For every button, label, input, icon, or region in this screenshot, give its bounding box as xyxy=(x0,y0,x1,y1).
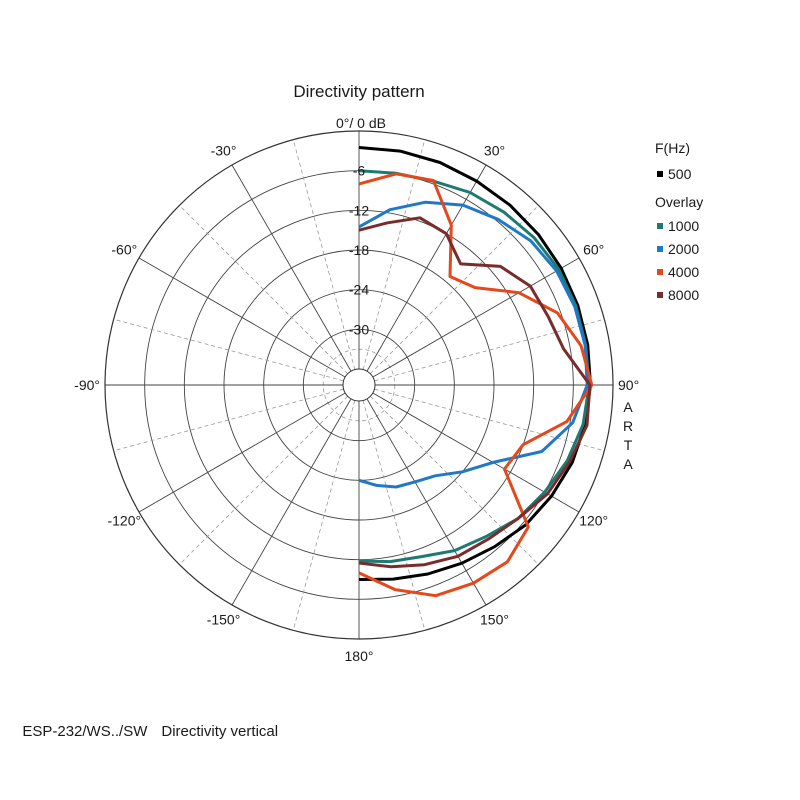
legend-swatch-4000 xyxy=(657,269,663,275)
radial-tick-label: -18 xyxy=(349,242,369,258)
angle-tick-label: 30° xyxy=(484,142,505,158)
legend-entry-1000: 1000 xyxy=(668,218,699,234)
grid-spoke xyxy=(231,398,352,606)
series-layer xyxy=(358,146,594,598)
radial-tick-labels: -6 -12 -18 -24 -30 xyxy=(349,163,369,338)
series-line-4000 xyxy=(358,172,594,598)
grid-spoke-minor xyxy=(362,400,426,631)
legend-overlay-header: Overlay xyxy=(655,194,703,210)
figure-caption: ESP-232/WS../SW Directivity vertical xyxy=(14,706,292,740)
angle-tick-label: 180° xyxy=(345,648,374,664)
series-line-500 xyxy=(358,146,592,581)
grid-spoke xyxy=(366,398,487,606)
grid-spoke-minor xyxy=(113,388,344,452)
grid-spoke-minor xyxy=(179,396,348,565)
legend-swatch-500 xyxy=(657,171,663,177)
caption-model: ESP-232/WS../SW xyxy=(22,723,148,740)
grid-spoke-minor xyxy=(370,205,539,374)
grid-spoke-minor xyxy=(179,205,348,374)
angle-tick-label: 150° xyxy=(480,612,509,628)
reference-label: 0°/ 0 dB xyxy=(336,115,386,131)
radial-tick-label: -30 xyxy=(349,321,369,337)
legend-entry-8000: 8000 xyxy=(668,287,699,303)
side-text-letter: T xyxy=(624,437,633,453)
radial-tick-label: -6 xyxy=(353,163,366,179)
grid-spoke-minor xyxy=(374,318,605,382)
grid-center-ring xyxy=(342,368,376,402)
legend-entry-4000: 4000 xyxy=(668,264,699,280)
radial-tick-label: -12 xyxy=(349,202,369,218)
side-text-letter: A xyxy=(623,456,633,472)
angle-tick-labels: -30° 30° -60° 60° -90° 90° -120° 120° -150° 150° 1… xyxy=(74,142,639,664)
angle-tick-label: 90° xyxy=(618,377,639,393)
legend-entry-2000: 2000 xyxy=(668,241,699,257)
grid-spoke-minor xyxy=(370,396,539,565)
angle-tick-label: -150° xyxy=(207,612,241,628)
chart-title: Directivity pattern xyxy=(293,82,424,101)
grid-spoke xyxy=(138,392,346,513)
grid-spoke-minor xyxy=(292,139,356,370)
series-line-8000 xyxy=(358,216,592,569)
grid-spoke xyxy=(231,164,352,372)
series-line-1000 xyxy=(358,169,591,564)
grid-spoke xyxy=(138,257,346,378)
grid-outer-ring xyxy=(104,130,614,640)
legend-swatch-1000 xyxy=(657,223,663,229)
angle-tick-label: -120° xyxy=(107,513,141,529)
legend-entry-500: 500 xyxy=(668,166,692,182)
angle-tick-label: 60° xyxy=(583,242,604,258)
angle-tick-label: -90° xyxy=(74,377,100,393)
legend: F(Hz) 500 Overlay 1000 2000 4000 8000 xyxy=(655,140,703,303)
side-text-letter: A xyxy=(623,399,633,415)
side-text-letter: R xyxy=(623,418,633,434)
legend-swatch-2000 xyxy=(657,246,663,252)
angle-tick-label: -30° xyxy=(211,142,237,158)
radial-tick-label: -24 xyxy=(349,282,369,298)
grid-spoke-minor xyxy=(113,318,344,382)
legend-swatch-8000 xyxy=(657,292,663,298)
legend-overlays: 1000 2000 4000 8000 xyxy=(657,218,699,303)
angle-tick-label: -60° xyxy=(111,242,137,258)
series-line-2000 xyxy=(358,200,589,489)
grid-spoke-minor xyxy=(374,388,605,452)
grid-spoke-minor xyxy=(292,400,356,631)
grid-spoke xyxy=(372,257,580,378)
angle-tick-label: 120° xyxy=(579,513,608,529)
caption-description: Directivity vertical xyxy=(161,723,279,740)
grid-spoke xyxy=(366,164,487,372)
legend-header: F(Hz) xyxy=(655,140,690,156)
